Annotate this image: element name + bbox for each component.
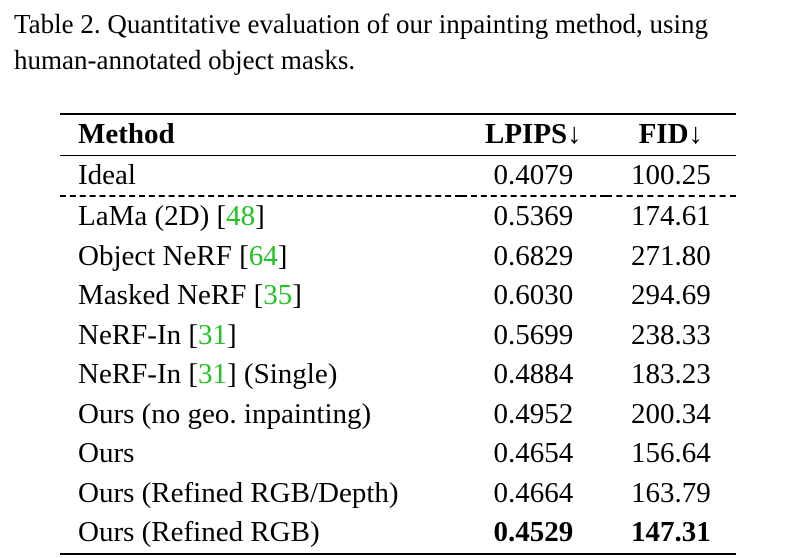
lpips-cell: 0.4654: [493, 437, 574, 469]
method-cell: Masked NeRF [35]: [60, 276, 461, 316]
table-row: Ours (Refined RGB) 0.4529 147.31: [60, 513, 736, 554]
method-suffix: ]: [227, 318, 237, 351]
method-cell: Ours (Refined RGB): [60, 513, 461, 554]
fid-cell: 200.34: [630, 397, 711, 430]
caption-line-1: Table 2. Quantitative evaluation of our …: [14, 9, 708, 39]
table-row: Ours (Refined RGB/Depth) 0.4664 163.79: [60, 474, 736, 514]
header-lpips: LPIPS↓: [484, 118, 582, 150]
header-row: Method LPIPS↓ FID↓: [60, 114, 736, 155]
table-row: Object NeRF [64] 0.6829 271.80: [60, 237, 736, 277]
lpips-cell: 0.6829: [493, 239, 574, 272]
method-name: Ideal: [78, 158, 136, 191]
header-method: Method: [78, 118, 175, 150]
citation-link[interactable]: 64: [248, 239, 278, 272]
lpips-cell: 0.4664: [493, 476, 574, 509]
method-cell: NeRF-In [31]: [60, 316, 461, 356]
table-row: LaMa (2D) [48] 0.5369 174.61: [60, 196, 736, 237]
fid-cell: 163.79: [630, 476, 711, 509]
method-cell: Ours (no geo. inpainting): [60, 395, 461, 435]
method-suffix: ]: [255, 200, 265, 232]
method-suffix: ]: [277, 239, 288, 272]
table-row: NeRF-In [31] 0.5699 238.33: [60, 316, 736, 356]
method-name: Masked NeRF [: [78, 279, 264, 311]
results-table: Method LPIPS↓ FID↓ Ideal 0.4079 100.25 L…: [60, 113, 736, 555]
table-row: Ideal 0.4079 100.25: [60, 155, 736, 196]
fid-cell: 238.33: [630, 318, 711, 351]
table-row: NeRF-In [31] (Single) 0.4884 183.23: [60, 355, 736, 395]
method-suffix: ] (Single): [227, 358, 338, 390]
fid-cell: 271.80: [630, 239, 711, 272]
lpips-cell-best: 0.4529: [493, 516, 574, 548]
fid-cell: 183.23: [630, 358, 711, 390]
header-fid: FID↓: [638, 118, 704, 150]
fid-cell: 174.61: [630, 200, 711, 232]
method-name: Object NeRF [: [78, 239, 249, 272]
table-caption: Table 2. Quantitative evaluation of our …: [14, 6, 794, 78]
table-row: Ours (no geo. inpainting) 0.4952 200.34: [60, 395, 736, 435]
method-name: Ours (no geo. inpainting): [78, 397, 372, 430]
method-name: Ours: [78, 437, 135, 469]
method-cell: Object NeRF [64]: [60, 237, 461, 277]
fid-cell-best: 147.31: [630, 516, 711, 548]
method-name: Ours (Refined RGB): [78, 516, 320, 548]
method-suffix: ]: [292, 279, 302, 311]
method-cell: Ours: [60, 434, 461, 474]
method-cell: NeRF-In [31] (Single): [60, 355, 461, 395]
method-name: NeRF-In [: [78, 358, 199, 390]
citation-link[interactable]: 48: [226, 200, 256, 232]
fid-cell: 100.25: [630, 158, 711, 191]
citation-link[interactable]: 31: [198, 318, 228, 351]
lpips-cell: 0.5369: [493, 200, 574, 232]
method-name: Ours (Refined RGB/Depth): [78, 476, 399, 509]
lpips-cell: 0.4079: [493, 158, 574, 191]
fid-cell: 156.64: [630, 437, 711, 469]
table-row: Masked NeRF [35] 0.6030 294.69: [60, 276, 736, 316]
method-cell: Ideal: [60, 155, 461, 196]
caption-line-2: human-annotated object masks.: [14, 45, 356, 75]
results-table-container: Method LPIPS↓ FID↓ Ideal 0.4079 100.25 L…: [60, 113, 736, 555]
lpips-cell: 0.6030: [493, 279, 574, 311]
table-row: Ours 0.4654 156.64: [60, 434, 736, 474]
lpips-cell: 0.5699: [493, 318, 574, 351]
fid-cell: 294.69: [630, 279, 711, 311]
citation-link[interactable]: 31: [198, 358, 228, 390]
lpips-cell: 0.4952: [493, 397, 574, 430]
citation-link[interactable]: 35: [263, 279, 293, 311]
method-name: LaMa (2D) [: [78, 200, 227, 232]
lpips-cell: 0.4884: [493, 358, 574, 390]
method-cell: Ours (Refined RGB/Depth): [60, 474, 461, 514]
method-cell: LaMa (2D) [48]: [60, 196, 461, 237]
method-name: NeRF-In [: [78, 318, 199, 351]
